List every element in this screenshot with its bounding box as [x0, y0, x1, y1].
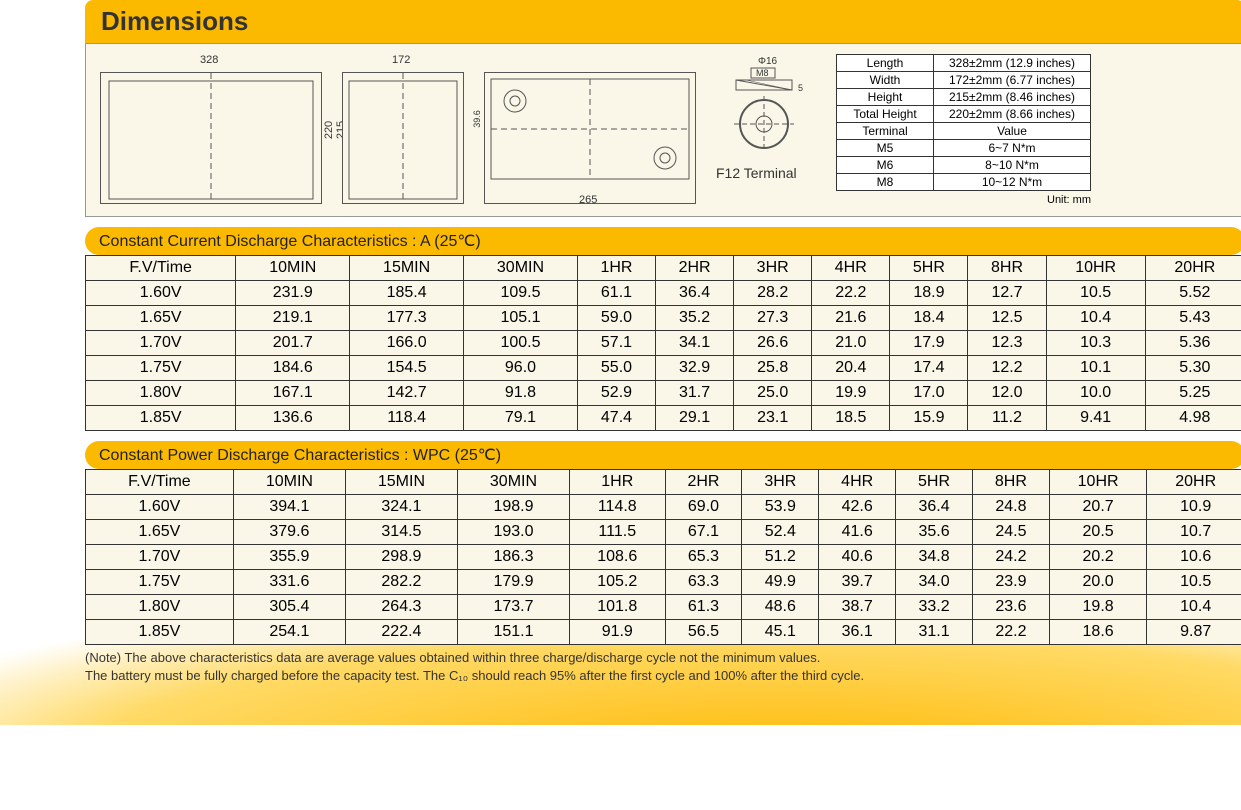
table1-title: Constant Current Discharge Characteristi…: [85, 227, 1241, 255]
table-header: 20HR: [1147, 470, 1241, 495]
table-header: 10HR: [1049, 470, 1147, 495]
table-row: 1.60V394.1324.1198.9114.869.053.942.636.…: [86, 495, 1241, 520]
dimensions-table-wrap: Length328±2mm (12.9 inches)Width172±2mm …: [836, 54, 1091, 206]
table-header: 2HR: [656, 256, 734, 281]
drawing-top: [484, 72, 696, 204]
term-phi-icon: Φ16: [758, 56, 778, 67]
table-header: 8HR: [972, 470, 1049, 495]
note-line1: (Note) The above characteristics data ar…: [85, 650, 820, 665]
table-header: 30MIN: [464, 256, 578, 281]
section-title: Dimensions: [85, 0, 1241, 43]
table-header: 2HR: [665, 470, 742, 495]
note-line2: The battery must be fully charged before…: [85, 668, 864, 683]
table-header: 15MIN: [350, 256, 464, 281]
table-header: 10MIN: [233, 470, 345, 495]
constant-current-table: F.V/Time10MIN15MIN30MIN1HR2HR3HR4HR5HR8H…: [85, 255, 1241, 431]
dim-unit: Unit: mm: [836, 191, 1091, 206]
table-row: 1.60V231.9185.4109.561.136.428.222.218.9…: [86, 281, 1241, 306]
table-row: 1.85V254.1222.4151.191.956.545.136.131.1…: [86, 620, 1241, 645]
table-header: 1HR: [577, 256, 655, 281]
terminal-caption: F12 Terminal: [716, 165, 816, 181]
table-header: 3HR: [734, 256, 812, 281]
table-row: 1.70V355.9298.9186.3108.665.351.240.634.…: [86, 545, 1241, 570]
table-header: F.V/Time: [86, 256, 236, 281]
table-header: 4HR: [812, 256, 890, 281]
table-header: 8HR: [968, 256, 1046, 281]
svg-text:M8: M8: [756, 68, 769, 78]
table-header: 30MIN: [457, 470, 569, 495]
table-row: 1.85V136.6118.479.147.429.123.118.515.91…: [86, 406, 1241, 431]
table-row: 1.65V219.1177.3105.159.035.227.321.618.4…: [86, 306, 1241, 331]
table-row: 1.80V305.4264.3173.7101.861.348.638.733.…: [86, 595, 1241, 620]
table-header: 20HR: [1145, 256, 1241, 281]
note-text: (Note) The above characteristics data ar…: [85, 649, 1241, 685]
table-header: 15MIN: [345, 470, 457, 495]
drawing-side: [342, 72, 464, 204]
constant-power-table: F.V/Time10MIN15MIN30MIN1HR2HR3HR4HR5HR8H…: [85, 469, 1241, 645]
table-row: 1.70V201.7166.0100.557.134.126.621.017.9…: [86, 331, 1241, 356]
table-header: 10HR: [1046, 256, 1145, 281]
table-header: F.V/Time: [86, 470, 234, 495]
table2-title: Constant Power Discharge Characteristics…: [85, 441, 1241, 469]
dim-h1: 220: [323, 121, 335, 139]
table-row: 1.80V167.1142.791.852.931.725.019.917.01…: [86, 381, 1241, 406]
table-header: 3HR: [742, 470, 819, 495]
table-header: 10MIN: [236, 256, 350, 281]
table-header: 5HR: [896, 470, 973, 495]
drawing-terminal: Φ16 M8 5: [716, 54, 816, 159]
drawing-front: [100, 72, 322, 204]
dimensions-panel: 328 172 220 215: [85, 43, 1241, 217]
table-header: 4HR: [819, 470, 896, 495]
svg-text:5: 5: [798, 83, 803, 93]
table-row: 1.75V184.6154.596.055.032.925.820.417.41…: [86, 356, 1241, 381]
dim-length: 328: [200, 54, 218, 66]
table-row: 1.65V379.6314.5193.0111.567.152.441.635.…: [86, 520, 1241, 545]
table-header: 5HR: [890, 256, 968, 281]
table-row: 1.75V331.6282.2179.9105.263.349.939.734.…: [86, 570, 1241, 595]
dimensions-table: Length328±2mm (12.9 inches)Width172±2mm …: [836, 54, 1091, 191]
dim-side-width: 172: [392, 54, 410, 66]
dim-top-len: 265: [579, 194, 597, 206]
table-header: 1HR: [569, 470, 665, 495]
dim-top-h: 39.6: [472, 110, 482, 128]
